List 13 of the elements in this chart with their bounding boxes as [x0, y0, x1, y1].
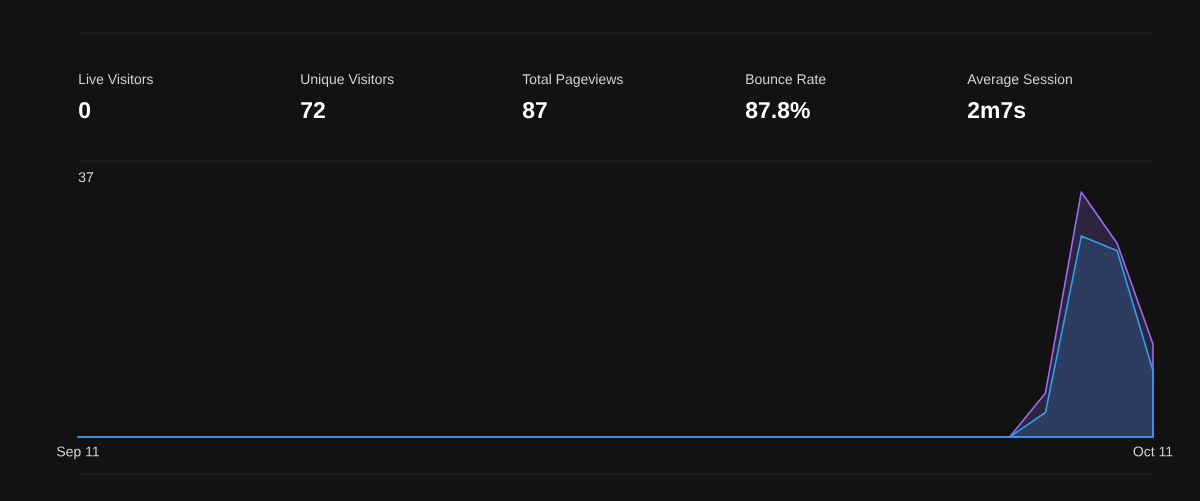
text: Average Session: [967, 73, 1072, 87]
text: Total Pageviews: [522, 73, 623, 87]
text: 37: [78, 172, 94, 183]
text: 87: [522, 101, 547, 119]
text: 2m7s: [968, 101, 1026, 119]
text: 87.8%: [745, 101, 810, 119]
text: 0: [79, 101, 91, 119]
text: Bounce Rate: [746, 74, 826, 85]
x-tick-label: Sep 11: [56, 446, 99, 460]
text: 72: [301, 101, 325, 118]
text: Unique Visitors: [301, 73, 394, 87]
x-tick-label: Oct 11: [1133, 446, 1173, 457]
text: Live Visitors: [79, 73, 153, 85]
